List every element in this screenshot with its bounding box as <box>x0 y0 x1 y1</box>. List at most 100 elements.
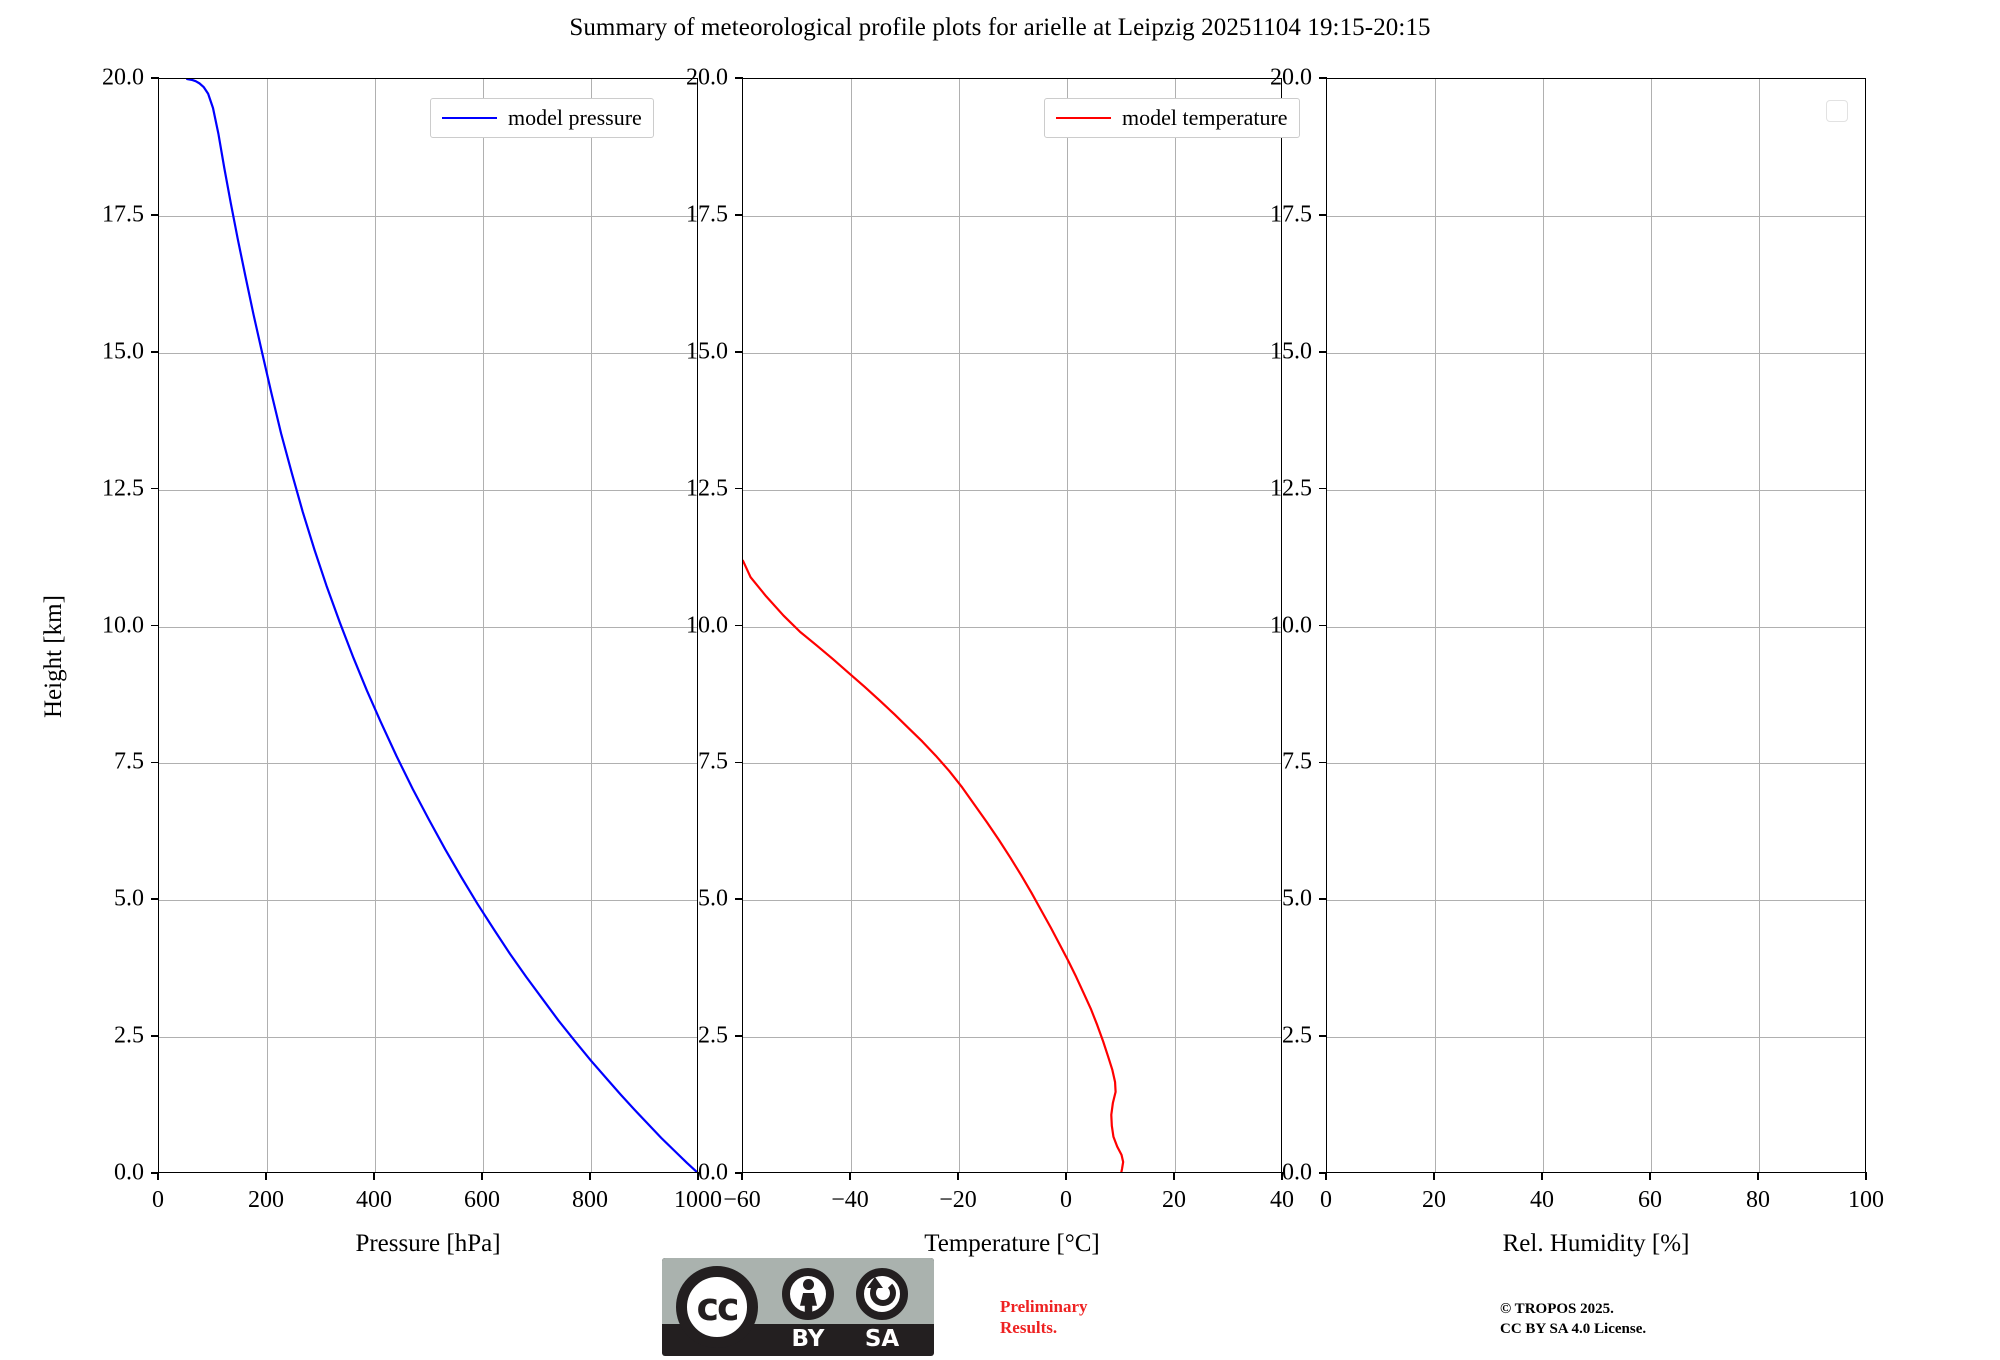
tick-y <box>735 487 743 490</box>
data-line-model-pressure <box>185 79 697 1172</box>
gridline-vertical <box>1175 79 1176 1172</box>
panel-temperature: model temperature Temperature [°C] −60 −4… <box>686 65 1300 1257</box>
ticklabel-y: 2.5 <box>1282 1022 1312 1049</box>
ticklabel-y: 2.5 <box>698 1022 728 1049</box>
ticklabel-y: 10.0 <box>102 612 144 638</box>
data-line-model-temperature <box>743 559 1125 1172</box>
ticklabel-y: 20.0 <box>686 64 728 91</box>
tick-x <box>957 1172 959 1180</box>
ticklabel-y: 10.0 <box>1270 612 1312 638</box>
gridline-horizontal <box>1327 215 1865 217</box>
gridline-vertical <box>1435 79 1436 1172</box>
tick-y <box>1319 1035 1327 1037</box>
xlabel-pressure: Pressure [hPa] <box>355 1230 501 1257</box>
ticklabel-x: 0 <box>1320 1187 1332 1213</box>
tick-y <box>735 1035 743 1037</box>
cc-sa-arrow-circle-icon <box>870 1280 896 1306</box>
cc-by-sa-badge: cc BY SA <box>662 1258 934 1356</box>
gridline-horizontal <box>743 352 1281 354</box>
gridline-horizontal <box>743 215 1281 217</box>
tick-y <box>151 624 159 627</box>
cc-sa-arrow-head-icon <box>867 1277 883 1288</box>
ticklabel-y: 12.5 <box>1270 475 1312 502</box>
gridline-vertical <box>959 79 960 1172</box>
tick-y <box>735 214 743 216</box>
cc-by-label: BY <box>791 1326 825 1352</box>
plot-area-humidity[interactable] <box>1326 78 1866 1173</box>
plot-area-pressure[interactable] <box>158 78 698 1173</box>
tick-y <box>735 898 743 901</box>
tick-x <box>741 1172 743 1180</box>
ticklabel-x: 400 <box>356 1187 392 1213</box>
ticklabel-y: 17.5 <box>1270 201 1312 228</box>
ticklabel-y: 15.0 <box>102 338 144 365</box>
ticklabel-x: 600 <box>464 1187 500 1213</box>
gridline-horizontal <box>1327 352 1865 354</box>
tick-y <box>151 1035 159 1037</box>
ticklabel-x: 800 <box>572 1187 608 1213</box>
gridline-vertical <box>267 79 268 1172</box>
legend-humidity-empty[interactable] <box>1826 100 1848 122</box>
tick-y <box>151 898 159 901</box>
legend-swatch-model-temperature <box>1056 117 1111 119</box>
gridline-horizontal <box>159 900 697 902</box>
tick-y <box>1319 898 1327 901</box>
tick-x <box>1281 1172 1283 1180</box>
tick-y <box>151 1172 159 1174</box>
gridline-horizontal <box>159 352 697 354</box>
tick-x <box>1325 1172 1327 1180</box>
tick-y <box>1319 487 1327 490</box>
gridline-horizontal <box>743 489 1281 491</box>
tick-x <box>265 1172 267 1180</box>
ticklabel-y: 15.0 <box>1270 338 1312 365</box>
legend-pressure[interactable]: model pressure <box>430 98 654 138</box>
ticklabel-x: −60 <box>723 1187 761 1213</box>
tick-y <box>735 761 743 764</box>
gridline-horizontal <box>1327 763 1865 765</box>
gridline-horizontal <box>1327 626 1865 628</box>
gridline-horizontal <box>1327 1037 1865 1039</box>
ticklabel-y: 12.5 <box>102 475 144 502</box>
panel-pressure: model pressure Pressure [hPa] Height [km… <box>40 65 722 1258</box>
ticklabel-x: 200 <box>248 1187 284 1213</box>
tick-y <box>1319 77 1327 79</box>
tick-x <box>1541 1172 1543 1180</box>
ticklabel-x: 80 <box>1746 1187 1770 1213</box>
preliminary-line-1: Preliminary <box>1000 1297 1088 1316</box>
gridline-horizontal <box>1327 489 1865 491</box>
gridline-horizontal <box>159 215 697 217</box>
ticklabel-y: 5.0 <box>1282 885 1312 912</box>
tick-x <box>157 1172 159 1180</box>
ticklabel-y: 20.0 <box>102 64 144 91</box>
page-title: Summary of meteorological profile plots … <box>569 14 1431 41</box>
preliminary-results-notice: Preliminary Results. <box>1000 1297 1088 1338</box>
tick-y <box>1319 761 1327 764</box>
ticklabel-x: 40 <box>1270 1187 1294 1213</box>
tick-y <box>151 487 159 490</box>
tick-y <box>735 350 743 353</box>
ticklabel-y: 0.0 <box>114 1159 144 1186</box>
legend-temperature[interactable]: model temperature <box>1044 98 1300 138</box>
ticklabel-y: 7.5 <box>1282 748 1312 775</box>
tick-y <box>151 214 159 216</box>
gridline-horizontal <box>743 900 1281 902</box>
legend-swatch-model-pressure <box>442 117 497 119</box>
ticklabel-y: 17.5 <box>102 201 144 228</box>
gridline-horizontal <box>743 1037 1281 1039</box>
ticklabel-y: 12.5 <box>686 475 728 502</box>
ticklabel-y: 0.0 <box>1282 1159 1312 1186</box>
plot-area-temperature[interactable] <box>742 78 1282 1173</box>
ticklabel-x: −20 <box>939 1187 977 1213</box>
gridline-vertical <box>1759 79 1760 1172</box>
tick-x <box>1065 1172 1067 1180</box>
ticklabel-x: 0 <box>152 1187 164 1213</box>
ticklabel-y: 5.0 <box>114 885 144 912</box>
gridline-horizontal <box>159 763 697 765</box>
tick-x <box>589 1172 591 1180</box>
legend-label-model-temperature: model temperature <box>1122 105 1288 130</box>
ticklabel-x: 100 <box>1848 1187 1884 1213</box>
gridline-vertical <box>375 79 376 1172</box>
tick-y <box>735 1172 743 1174</box>
series-layer <box>743 559 1125 1172</box>
